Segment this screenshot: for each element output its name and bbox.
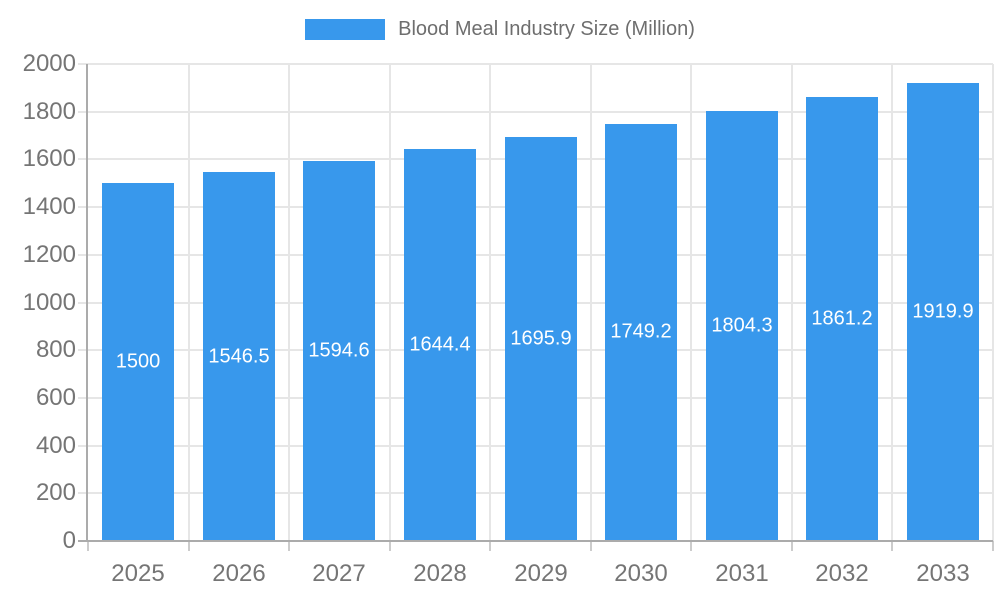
bar[interactable] (907, 83, 979, 541)
bar-value-label: 1546.5 (208, 345, 270, 368)
x-axis-tick (188, 541, 190, 551)
x-axis-tick (690, 541, 692, 551)
y-tick-label: 1400 (22, 193, 76, 220)
x-axis-tick (389, 541, 391, 551)
bar[interactable] (505, 137, 577, 541)
x-tick-label: 2028 (413, 560, 467, 587)
x-axis-tick (489, 541, 491, 551)
x-gridline (489, 64, 491, 541)
x-gridline (992, 64, 994, 541)
bar-value-label: 1804.3 (711, 314, 773, 337)
x-gridline (690, 64, 692, 541)
x-gridline (791, 64, 793, 541)
x-axis-tick (992, 541, 994, 551)
y-tick-label: 1800 (22, 98, 76, 125)
bar-value-label: 1695.9 (510, 327, 572, 350)
y-gridline (78, 111, 993, 113)
bar[interactable] (303, 161, 375, 541)
bar[interactable] (102, 183, 174, 541)
x-axis-tick (87, 541, 89, 551)
y-tick-label: 400 (35, 432, 76, 459)
legend-label: Blood Meal Industry Size (Million) (398, 18, 695, 40)
x-tick-label: 2025 (111, 560, 165, 587)
x-gridline (288, 64, 290, 541)
x-tick-label: 2027 (312, 560, 366, 587)
x-axis-tick (590, 541, 592, 551)
x-axis-line (78, 540, 993, 542)
x-axis-tick (891, 541, 893, 551)
x-tick-label: 2029 (514, 560, 568, 587)
bar[interactable] (605, 124, 677, 541)
y-tick-label: 1600 (22, 145, 76, 172)
x-gridline (891, 64, 893, 541)
y-gridline (78, 63, 993, 65)
x-gridline (389, 64, 391, 541)
x-tick-label: 2031 (715, 560, 769, 587)
x-tick-label: 2033 (916, 560, 970, 587)
y-tick-label: 600 (35, 384, 76, 411)
bar[interactable] (404, 149, 476, 541)
y-tick-label: 200 (35, 479, 76, 506)
x-axis-tick (791, 541, 793, 551)
legend-item-blood-meal[interactable]: Blood Meal Industry Size (Million) (305, 18, 695, 41)
x-axis-tick (288, 541, 290, 551)
bar-value-label: 1500 (115, 350, 161, 373)
bar-value-label: 1749.2 (610, 320, 672, 343)
bar-value-label: 1919.9 (912, 300, 974, 323)
x-tick-label: 2026 (212, 560, 266, 587)
bar[interactable] (203, 172, 275, 541)
y-tick-label: 1200 (22, 241, 76, 268)
y-tick-label: 2000 (22, 50, 76, 77)
x-gridline (590, 64, 592, 541)
bar[interactable] (806, 97, 878, 541)
y-tick-label: 0 (62, 527, 76, 554)
bar[interactable] (706, 111, 778, 541)
y-axis-line (86, 64, 88, 541)
chart-legend: Blood Meal Industry Size (Million) (0, 18, 1000, 41)
y-tick-label: 800 (35, 336, 76, 363)
y-tick-label: 1000 (22, 289, 76, 316)
bar-value-label: 1594.6 (308, 339, 370, 362)
bar-value-label: 1644.4 (409, 333, 471, 356)
bar-value-label: 1861.2 (811, 307, 873, 330)
legend-color-swatch (305, 19, 386, 40)
x-tick-label: 2030 (614, 560, 668, 587)
x-gridline (188, 64, 190, 541)
x-tick-label: 2032 (815, 560, 869, 587)
